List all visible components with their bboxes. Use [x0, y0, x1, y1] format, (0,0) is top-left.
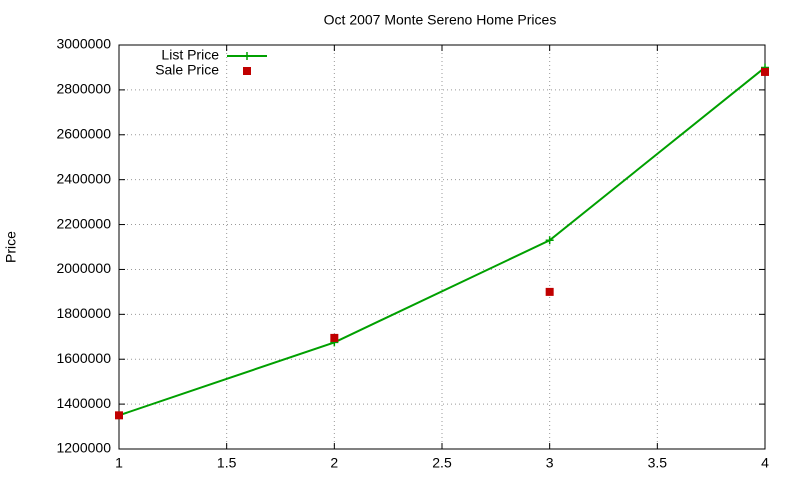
- y-tick-label: 1200000: [56, 440, 111, 456]
- legend-marker: [243, 67, 251, 75]
- point-marker: [761, 67, 769, 76]
- y-axis-label: Price: [3, 231, 19, 263]
- point-marker: [545, 287, 554, 296]
- point-marker: [545, 236, 554, 245]
- point-marker: [115, 411, 123, 420]
- x-tick-label: 1: [115, 455, 123, 471]
- y-tick-label: 1800000: [56, 305, 111, 321]
- y-tick-label: 2800000: [56, 81, 111, 97]
- point-marker: [330, 333, 339, 342]
- x-tick-label: 3: [546, 455, 554, 471]
- y-tick-label: 1600000: [56, 350, 111, 366]
- y-tick-label: 2000000: [56, 260, 111, 276]
- y-tick-label: 1400000: [56, 395, 111, 411]
- legend-label: Sale Price: [155, 62, 219, 78]
- x-tick-label: 3.5: [648, 455, 668, 471]
- series-line: [118, 66, 766, 417]
- y-tick-label: 2400000: [56, 170, 111, 186]
- legend-marker: [243, 52, 251, 60]
- x-tick-label: 1.5: [217, 455, 237, 471]
- y-tick-label: 2200000: [56, 215, 111, 231]
- x-tick-label: 2: [330, 455, 338, 471]
- plot-frame: [118, 44, 766, 450]
- x-tick-label: 2.5: [432, 455, 452, 471]
- y-tick-label: 2600000: [56, 125, 111, 141]
- x-tick-label: 4: [761, 455, 769, 471]
- y-tick-label: 3000000: [56, 36, 111, 52]
- chart-title: Oct 2007 Monte Sereno Home Prices: [324, 12, 557, 28]
- legend-label: List Price: [161, 47, 219, 63]
